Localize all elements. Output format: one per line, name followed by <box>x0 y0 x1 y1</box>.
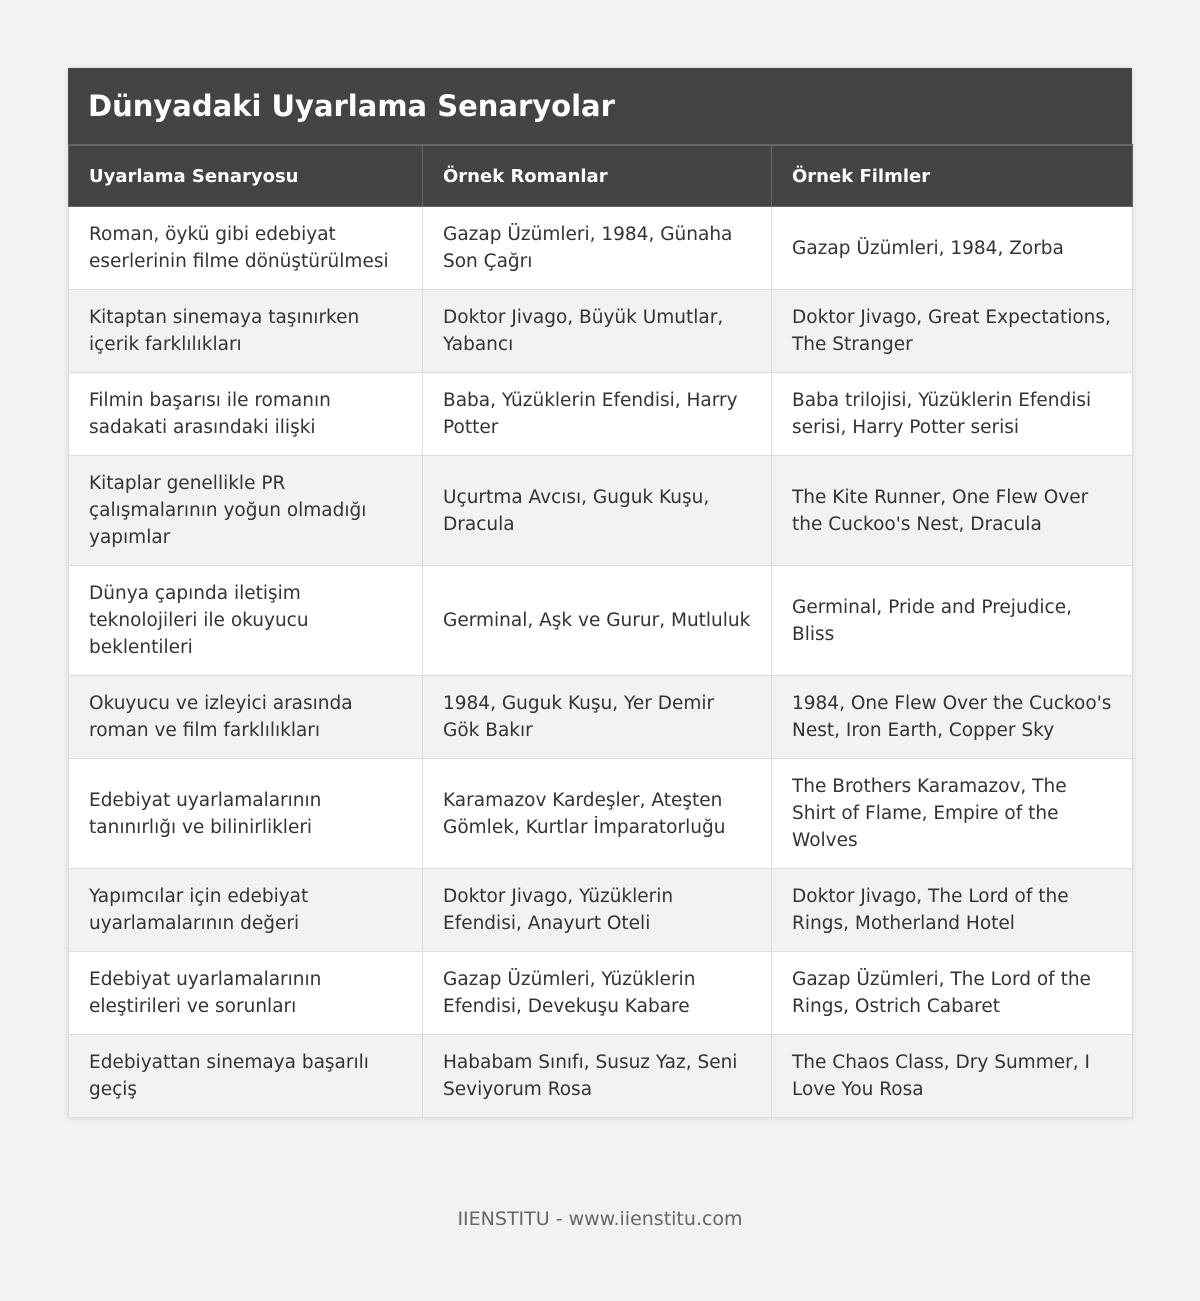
table-cell: The Brothers Karamazov, The Shirt of Fla… <box>771 758 1133 869</box>
table-cell: Okuyucu ve izleyici arasında roman ve fi… <box>68 675 423 759</box>
table-cell: Edebiyat uyarlamalarının eleştirileri ve… <box>68 951 423 1035</box>
table-cell: Doktor Jivago, Great Expectations, The S… <box>771 289 1133 373</box>
table-row: Kitaplar genellikle PR çalışmalarının yo… <box>68 455 1133 566</box>
table-cell: Roman, öykü gibi edebiyat eserlerinin fi… <box>68 206 423 290</box>
table-row: Edebiyattan sinemaya başarılı geçiş Habab… <box>68 1034 1133 1118</box>
table-cell: Germinal, Pride and Prejudice, Bliss <box>771 565 1133 676</box>
table-title: Dünyadaki Uyarlama Senaryolar <box>68 68 1132 144</box>
table-cell: Baba, Yüzüklerin Efendisi, Harry Potter <box>422 372 772 456</box>
table-row: Edebiyat uyarlamalarının tanınırlığı ve … <box>68 758 1133 869</box>
table: Uyarlama Senaryosu Örnek Romanlar Örnek Fi… <box>68 144 1133 1118</box>
table-row: Yapımcılar için edebiyat uyarlamalarının… <box>68 868 1133 952</box>
table-cell: Germinal, Aşk ve Gurur, Mutluluk <box>422 565 772 676</box>
table-cell: Doktor Jivago, The Lord of the Rings, Mo… <box>771 868 1133 952</box>
table-cell: Edebiyattan sinemaya başarılı geçiş <box>68 1034 423 1118</box>
table-cell: Dünya çapında iletişim teknolojileri ile… <box>68 565 423 676</box>
header-cell: Uyarlama Senaryosu <box>68 144 423 207</box>
table-row: Filmin başarısı ile romanın sadakati ara… <box>68 372 1133 456</box>
table-cell: Hababam Sınıfı, Susuz Yaz, Seni Seviyoru… <box>422 1034 772 1118</box>
header-cell: Örnek Romanlar <box>422 144 772 207</box>
table-row: Okuyucu ve izleyici arasında roman ve fi… <box>68 675 1133 759</box>
header-cell: Örnek Filmler <box>771 144 1133 207</box>
table-cell: Gazap Üzümleri, 1984, Günaha Son Çağrı <box>422 206 772 290</box>
table-cell: The Chaos Class, Dry Summer, I Love You … <box>771 1034 1133 1118</box>
table-cell: Karamazov Kardeşler, Ateşten Gömlek, Kur… <box>422 758 772 869</box>
table-cell: 1984, One Flew Over the Cuckoo's Nest, I… <box>771 675 1133 759</box>
table-cell: Gazap Üzümleri, The Lord of the Rings, O… <box>771 951 1133 1035</box>
table-cell: Gazap Üzümleri, 1984, Zorba <box>771 206 1133 290</box>
table-row: Roman, öykü gibi edebiyat eserlerinin fi… <box>68 206 1133 290</box>
table-body: Roman, öykü gibi edebiyat eserlerinin fi… <box>68 206 1133 1118</box>
table-cell: 1984, Guguk Kuşu, Yer Demir Gök Bakır <box>422 675 772 759</box>
header-row: Uyarlama Senaryosu Örnek Romanlar Örnek Fi… <box>68 144 1133 207</box>
table-cell: Kitaptan sinemaya taşınırken içerik fark… <box>68 289 423 373</box>
table-card: Dünyadaki Uyarlama Senaryolar Uyarlama S… <box>68 68 1133 1118</box>
table-cell: Kitaplar genellikle PR çalışmalarının yo… <box>68 455 423 566</box>
table-row: Dünya çapında iletişim teknolojileri ile… <box>68 565 1133 676</box>
table-cell: Uçurtma Avcısı, Guguk Kuşu, Dracula <box>422 455 772 566</box>
table-cell: Baba trilojisi, Yüzüklerin Efendisi seri… <box>771 372 1133 456</box>
footer: IIENSTITU - www.iienstitu.com <box>457 1208 743 1230</box>
table-row: Kitaptan sinemaya taşınırken içerik fark… <box>68 289 1133 373</box>
table-cell: Doktor Jivago, Yüzüklerin Efendisi, Anay… <box>422 868 772 952</box>
table-cell: Gazap Üzümleri, Yüzüklerin Efendisi, Dev… <box>422 951 772 1035</box>
table-cell: Filmin başarısı ile romanın sadakati ara… <box>68 372 423 456</box>
table-cell: Edebiyat uyarlamalarının tanınırlığı ve … <box>68 758 423 869</box>
table-row: Edebiyat uyarlamalarının eleştirileri ve… <box>68 951 1133 1035</box>
table-cell: Yapımcılar için edebiyat uyarlamalarının… <box>68 868 423 952</box>
table-cell: The Kite Runner, One Flew Over the Cucko… <box>771 455 1133 566</box>
table-cell: Doktor Jivago, Büyük Umutlar, Yabancı <box>422 289 772 373</box>
